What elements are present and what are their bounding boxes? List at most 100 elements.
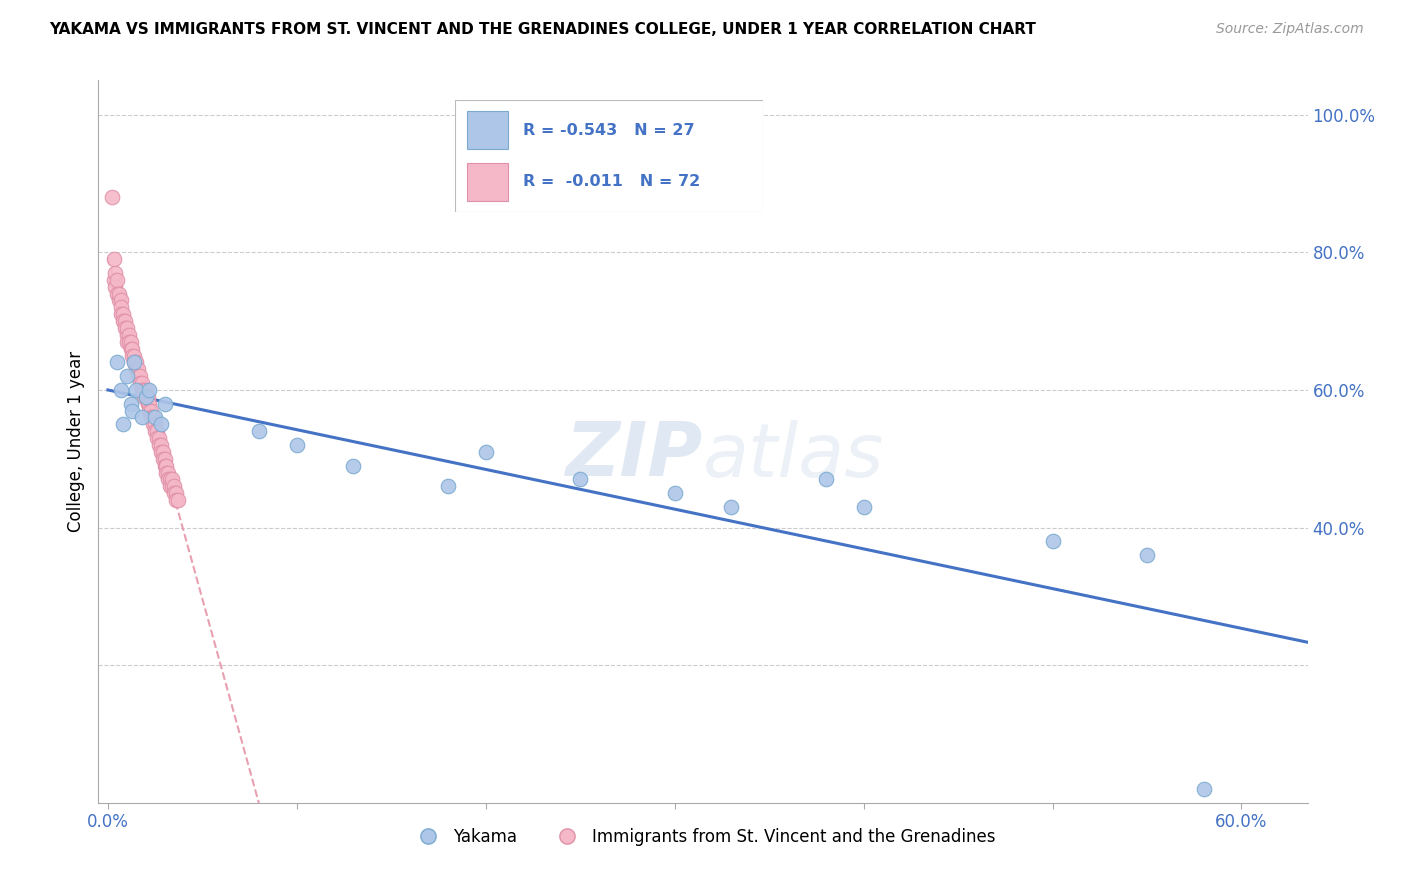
Point: [114, 321, 136, 335]
Text: ZIP: ZIP: [565, 419, 703, 492]
Point: [569, 472, 592, 486]
Point: [149, 445, 172, 459]
Point: [138, 397, 160, 411]
Point: [155, 466, 177, 480]
Point: [115, 369, 138, 384]
Point: [125, 383, 148, 397]
Point: [146, 424, 169, 438]
Point: [138, 403, 160, 417]
Point: [166, 493, 188, 508]
Point: [160, 472, 183, 486]
Point: [159, 479, 181, 493]
Point: [474, 445, 496, 459]
Text: YAKAMA VS IMMIGRANTS FROM ST. VINCENT AND THE GRENADINES COLLEGE, UNDER 1 YEAR C: YAKAMA VS IMMIGRANTS FROM ST. VINCENT AN…: [49, 22, 1036, 37]
Point: [135, 390, 157, 404]
Point: [110, 293, 132, 308]
Point: [142, 410, 165, 425]
Point: [143, 417, 166, 432]
Point: [118, 334, 141, 349]
Point: [664, 486, 686, 500]
Point: [163, 479, 186, 493]
Point: [157, 466, 180, 480]
Y-axis label: College, Under 1 year: College, Under 1 year: [66, 351, 84, 533]
Point: [105, 355, 128, 369]
Point: [153, 397, 176, 411]
Point: [120, 342, 142, 356]
Point: [148, 431, 170, 445]
Point: [111, 307, 134, 321]
Point: [136, 397, 159, 411]
Point: [138, 383, 160, 397]
Point: [135, 383, 157, 397]
Point: [157, 472, 180, 486]
Point: [159, 472, 181, 486]
Point: [143, 424, 166, 438]
Point: [105, 273, 128, 287]
Point: [165, 486, 187, 500]
Point: [149, 438, 172, 452]
Point: [108, 293, 131, 308]
Point: [121, 349, 143, 363]
Point: [342, 458, 364, 473]
Point: [285, 438, 308, 452]
Point: [437, 479, 460, 493]
Point: [131, 383, 153, 397]
Point: [125, 355, 148, 369]
Point: [165, 493, 187, 508]
Point: [132, 390, 155, 404]
Point: [153, 458, 176, 473]
Point: [720, 500, 742, 514]
Text: Source: ZipAtlas.com: Source: ZipAtlas.com: [1216, 22, 1364, 37]
Point: [110, 307, 132, 321]
Point: [111, 417, 134, 432]
Point: [110, 301, 132, 315]
Point: [142, 417, 165, 432]
Point: [1136, 548, 1159, 562]
Point: [105, 286, 128, 301]
Point: [103, 273, 125, 287]
Point: [110, 383, 132, 397]
Point: [152, 451, 174, 466]
Text: atlas: atlas: [703, 420, 884, 492]
Point: [155, 458, 177, 473]
Point: [120, 334, 142, 349]
Point: [1042, 534, 1064, 549]
Point: [146, 431, 169, 445]
Point: [118, 327, 141, 342]
Point: [114, 314, 136, 328]
Point: [124, 355, 146, 369]
Legend: Yakama, Immigrants from St. Vincent and the Grenadines: Yakama, Immigrants from St. Vincent and …: [405, 821, 1001, 852]
Point: [115, 321, 138, 335]
Point: [127, 369, 149, 384]
Point: [132, 383, 155, 397]
Point: [136, 390, 159, 404]
Point: [121, 342, 143, 356]
Point: [1192, 782, 1215, 797]
Point: [247, 424, 270, 438]
Point: [103, 252, 125, 267]
Point: [104, 266, 127, 280]
Point: [111, 314, 134, 328]
Point: [115, 334, 138, 349]
Point: [143, 410, 166, 425]
Point: [141, 410, 163, 425]
Point: [160, 479, 183, 493]
Point: [120, 397, 142, 411]
Point: [129, 376, 152, 390]
Point: [131, 410, 153, 425]
Point: [131, 376, 153, 390]
Point: [104, 279, 127, 293]
Point: [115, 327, 138, 342]
Point: [121, 403, 143, 417]
Point: [127, 362, 149, 376]
Point: [135, 390, 157, 404]
Point: [124, 355, 146, 369]
Point: [163, 486, 186, 500]
Point: [814, 472, 837, 486]
Point: [153, 451, 176, 466]
Point: [149, 417, 172, 432]
Point: [108, 286, 131, 301]
Point: [124, 349, 146, 363]
Point: [125, 362, 148, 376]
Point: [148, 438, 170, 452]
